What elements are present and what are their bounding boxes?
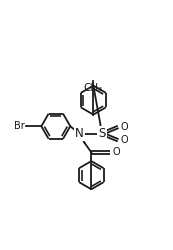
Text: O: O <box>121 122 129 132</box>
Text: CH₃: CH₃ <box>84 83 103 93</box>
Text: O: O <box>121 135 129 145</box>
Text: O: O <box>113 148 120 158</box>
Text: Br: Br <box>14 121 25 131</box>
Text: S: S <box>98 127 106 140</box>
Text: N: N <box>75 127 84 140</box>
